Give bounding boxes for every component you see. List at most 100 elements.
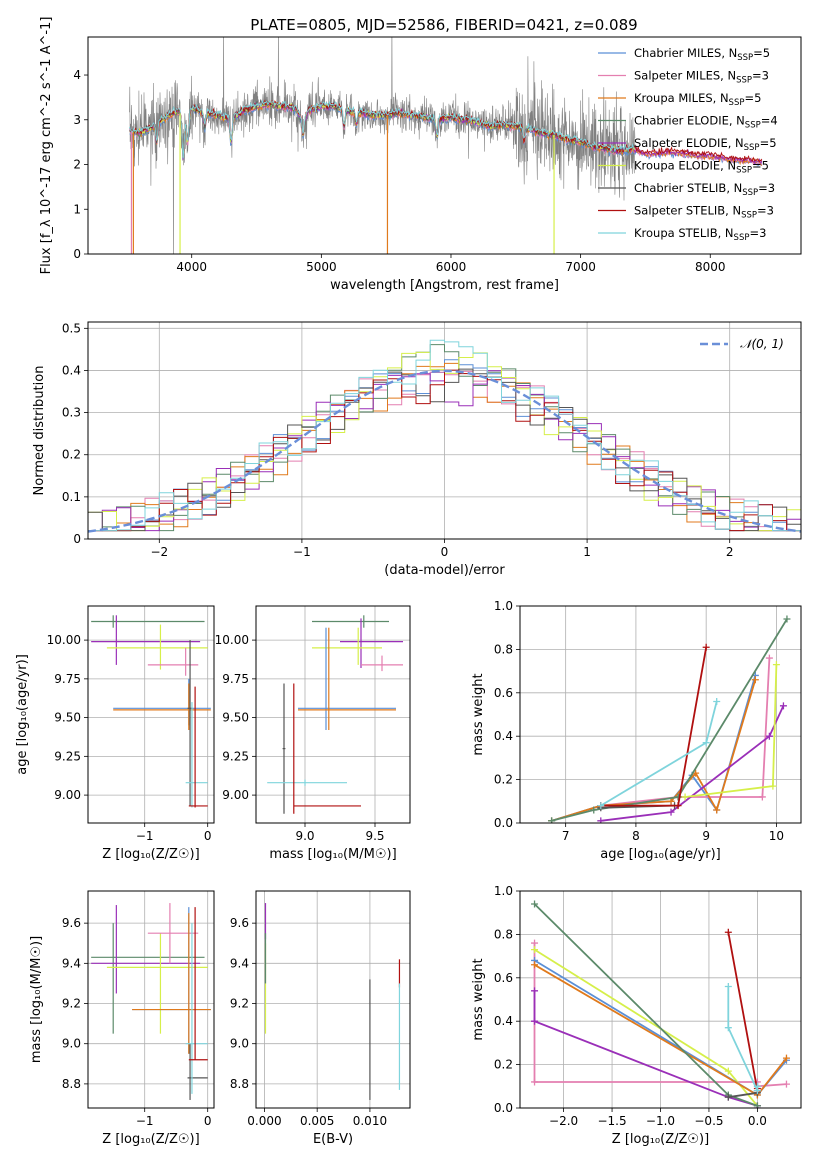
x-tick-label: 4000	[176, 260, 207, 274]
axes-frame	[87, 36, 802, 255]
y-tick-label: 8.8	[62, 1077, 81, 1091]
legend-label: Chabrier ELODIE, N	[634, 114, 745, 128]
x-axis-label: mass [log₁₀(M/M☉)]	[269, 847, 396, 862]
y-axis-label: age [log₁₀(age/yr)]	[15, 654, 30, 775]
x-axis-label: (data-model)/error	[384, 563, 505, 578]
legend-entry: Salpeter ELODIE, NSSP=5	[634, 136, 777, 153]
x-tick-label: 2	[726, 545, 734, 559]
y-tick-label: 2	[73, 158, 81, 172]
weight-marker	[724, 982, 732, 990]
x-tick-label: 0	[204, 829, 212, 843]
y-tick-label: 9.0	[62, 1037, 81, 1051]
weight-marker	[531, 961, 539, 969]
weight-marker	[779, 702, 787, 710]
residual-plot-area	[88, 339, 801, 533]
legend-entry: Kroupa STELIB, NSSP=3	[634, 226, 766, 243]
legend-label: Salpeter STELIB, N	[634, 204, 741, 218]
legend-entry: Salpeter MILES, NSSP=3	[634, 69, 769, 86]
x-axis-label: E(B-V)	[313, 1132, 353, 1147]
axes-frame	[255, 605, 411, 824]
weight-marker	[531, 939, 539, 947]
y-tick-label: 1	[73, 202, 81, 216]
x-axis-label: wavelength [Angstrom, rest frame]	[330, 278, 559, 293]
x-axis-label: Z [log₁₀(Z/Z☉)]	[102, 1132, 199, 1147]
weight-marker	[765, 654, 773, 662]
legend-label: Salpeter ELODIE, N	[634, 136, 744, 150]
legend-label: Kroupa ELODIE, N	[634, 159, 736, 173]
weight-marker	[702, 739, 710, 747]
y-tick-label: 0.6	[494, 686, 513, 700]
y-tick-label: 0	[73, 247, 81, 261]
weight-marker	[772, 661, 780, 669]
weight-marker	[597, 802, 605, 810]
legend-entry: Salpeter STELIB, NSSP=3	[634, 204, 774, 221]
axes-frame	[519, 890, 802, 1109]
y-tick-label: 1.0	[494, 884, 513, 898]
weight-marker	[724, 1093, 732, 1101]
legend-tail: =5	[744, 91, 761, 105]
y-axis-label: mass weight	[471, 673, 486, 755]
y-tick-label: 9.0	[230, 1037, 249, 1051]
weight-line-salpeter-elodie	[600, 705, 785, 822]
x-tick-label: 0.005	[300, 1114, 334, 1128]
y-tick-label: 0.8	[494, 927, 513, 941]
weight-marker	[531, 1078, 539, 1086]
x-tick-label: 6000	[436, 260, 467, 274]
y-tick-label: 0.2	[494, 773, 513, 787]
x-tick-label: −0.5	[694, 1114, 723, 1128]
weight-marker	[753, 1082, 761, 1090]
weight-marker	[702, 643, 710, 651]
weight-marker	[724, 1024, 732, 1032]
legend-sub: SSP	[742, 188, 758, 198]
y-tick-label: 0.2	[494, 1058, 513, 1072]
weights-vs-Z-plot-area	[531, 900, 790, 1108]
y-tick-label: 9.50	[54, 711, 81, 725]
x-tick-label: 5000	[306, 260, 337, 274]
y-axis-label: Flux [f_λ 10^-17 erg cm^-2 s^-1 A^-1]	[39, 17, 54, 275]
legend-tail: =3	[757, 204, 774, 218]
x-tick-label: −1	[136, 1114, 154, 1128]
x-tick-label: −2	[150, 545, 168, 559]
x-axis-label: Z [log₁₀(Z/Z☉)]	[612, 1132, 709, 1147]
axes-frame	[87, 321, 802, 540]
axes-frame	[87, 605, 215, 824]
y-tick-label: 0.2	[62, 448, 81, 462]
legend-label: Chabrier MILES, N	[634, 46, 737, 60]
x-tick-label: 8	[632, 829, 640, 843]
y-tick-label: 10.00	[47, 633, 81, 647]
y-tick-label: 9.6	[230, 916, 249, 930]
legend-sub: SSP	[741, 211, 757, 221]
legend-label: Salpeter MILES, N	[634, 69, 736, 83]
x-tick-label: −1	[136, 829, 154, 843]
legend-sub: SSP	[734, 233, 750, 243]
weight-marker	[531, 1017, 539, 1025]
y-axis-label: Normed distribution	[32, 366, 47, 496]
legend-tail: =5	[752, 159, 769, 173]
x-tick-label: 7000	[565, 260, 596, 274]
legend-tail: =4	[761, 114, 778, 128]
x-tick-label: 0	[441, 545, 449, 559]
x-axis-label: Z [log₁₀(Z/Z☉)]	[102, 847, 199, 862]
weight-marker	[667, 808, 675, 816]
x-axis-label: age [log₁₀(age/yr)]	[600, 847, 721, 862]
weights-vs-age-plot-area	[548, 615, 791, 823]
legend-label: Kroupa MILES, N	[634, 91, 729, 105]
x-tick-label: 0.010	[353, 1114, 387, 1128]
y-tick-label: 9.2	[230, 997, 249, 1011]
y-tick-label: 0.4	[494, 1014, 513, 1028]
y-tick-label: 0.4	[494, 729, 513, 743]
weight-marker	[765, 732, 773, 740]
y-tick-label: 9.75	[222, 672, 249, 686]
mass-vs-ebv-plot-area	[264, 903, 401, 1100]
y-tick-label: 0.5	[62, 321, 81, 335]
y-tick-label: 9.00	[222, 788, 249, 802]
x-tick-label: 8000	[695, 260, 726, 274]
y-tick-label: 9.6	[62, 916, 81, 930]
weight-marker	[674, 802, 682, 810]
age-vs-Z-plot-area	[91, 615, 211, 808]
legend-sub: SSP	[737, 53, 753, 63]
legend-tail: =3	[752, 69, 769, 83]
weight-marker	[753, 1102, 761, 1108]
y-tick-label: 9.4	[62, 956, 81, 970]
